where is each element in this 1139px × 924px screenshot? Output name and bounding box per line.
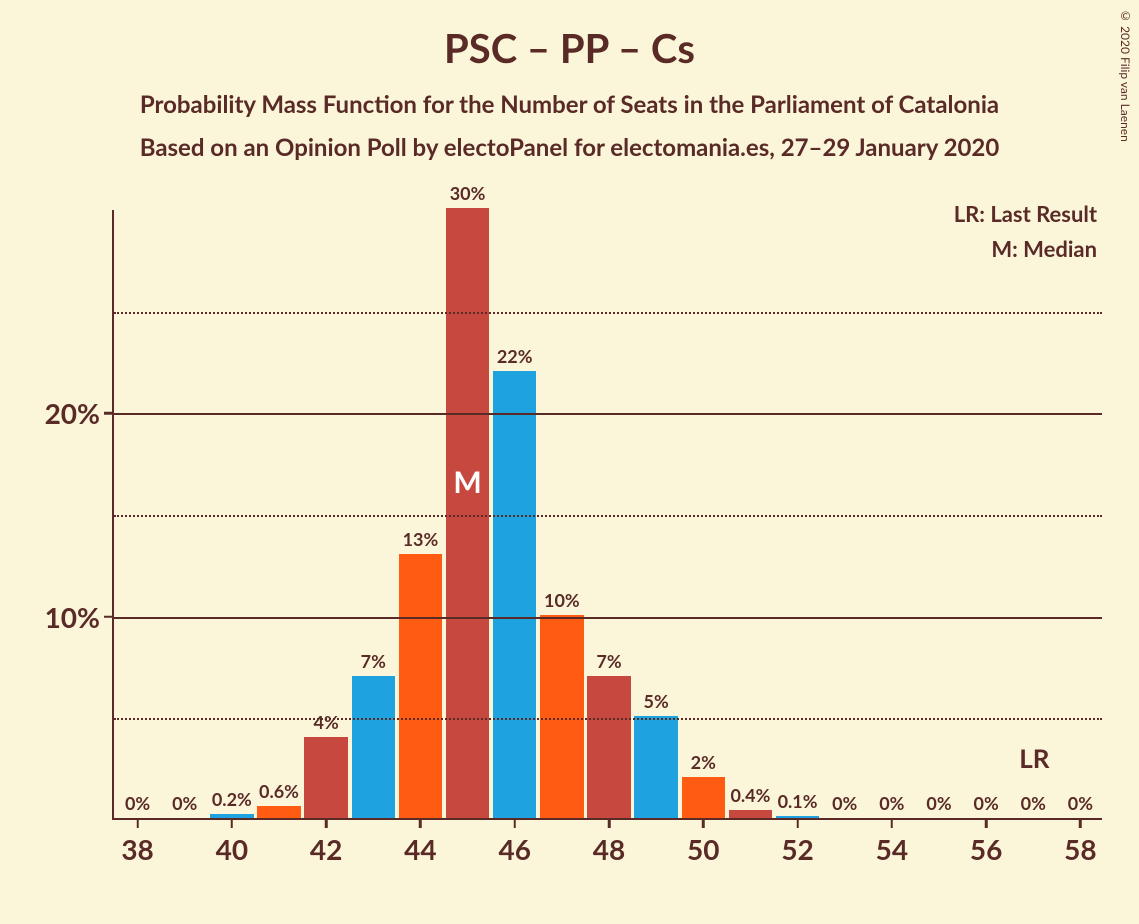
grid-major (114, 413, 1102, 415)
median-marker: M (453, 464, 481, 500)
y-tick-mark (104, 412, 114, 415)
chart-title: PSC – PP – Cs (0, 0, 1139, 72)
bar-value-label: 0.1% (778, 790, 818, 816)
bar-value-label: 0% (974, 792, 999, 818)
bars-container: 0%0%0.2%0.6%4%7%13%30%M22%10%7%5%2%0.4%0… (114, 210, 1102, 818)
x-tick-mark (1079, 818, 1082, 828)
bar-value-label: 0% (879, 792, 904, 818)
lr-marker: LR (1019, 742, 1049, 774)
copyright-text: © 2020 Filip van Laenen (1118, 8, 1133, 142)
x-tick-mark (419, 818, 422, 828)
bar-value-label: 13% (403, 528, 439, 554)
x-tick-label: 50 (687, 832, 719, 866)
bar-value-label: 0% (926, 792, 951, 818)
x-tick-mark (891, 818, 894, 828)
bar: 5% (634, 716, 677, 818)
bar: 22% (493, 371, 536, 818)
grid-major (114, 617, 1102, 619)
bar-value-label: 30% (450, 182, 486, 208)
bar: 7% (587, 676, 630, 818)
x-tick-mark (985, 818, 988, 828)
chart-subtitle-1: Probability Mass Function for the Number… (0, 90, 1139, 119)
x-tick-label: 46 (498, 832, 530, 866)
bar-value-label: 5% (644, 690, 669, 716)
bar-value-label: 0% (1068, 792, 1093, 818)
chart-area: 0%0%0.2%0.6%4%7%13%30%M22%10%7%5%2%0.4%0… (112, 210, 1102, 820)
grid-minor (114, 312, 1102, 314)
bar-value-label: 0% (172, 792, 197, 818)
bar: 2% (682, 777, 725, 818)
x-tick-mark (513, 818, 516, 828)
grid-minor (114, 515, 1102, 517)
bar: 7% (352, 676, 395, 818)
x-tick-mark (796, 818, 799, 828)
x-tick-mark (702, 818, 705, 828)
bar: 4% (304, 737, 347, 818)
chart-subtitle-2: Based on an Opinion Poll by electoPanel … (0, 133, 1139, 162)
bar-value-label: 0% (1021, 792, 1046, 818)
bar-value-label: 0.6% (259, 780, 299, 806)
bar-value-label: 7% (361, 650, 386, 676)
plot-region: 0%0%0.2%0.6%4%7%13%30%M22%10%7%5%2%0.4%0… (112, 210, 1102, 820)
bar-value-label: 0.2% (212, 788, 252, 814)
bar: 0.6% (257, 806, 300, 818)
x-tick-label: 38 (121, 832, 153, 866)
x-tick-label: 48 (593, 832, 625, 866)
bar-value-label: 2% (691, 751, 716, 777)
grid-minor (114, 718, 1102, 720)
x-tick-mark (136, 818, 139, 828)
bar: 0.4% (729, 810, 772, 818)
bar-value-label: 10% (544, 589, 580, 615)
bar: 13% (399, 554, 442, 818)
bar-value-label: 22% (497, 345, 533, 371)
bar-value-label: 7% (596, 650, 621, 676)
bar: 10% (540, 615, 583, 818)
x-tick-label: 42 (310, 832, 342, 866)
bar: 30%M (446, 208, 489, 818)
x-tick-label: 58 (1064, 832, 1096, 866)
x-tick-label: 44 (404, 832, 436, 866)
x-tick-label: 54 (876, 832, 908, 866)
x-tick-mark (231, 818, 234, 828)
bar-value-label: 4% (314, 711, 339, 737)
x-tick-mark (325, 818, 328, 828)
bar-value-label: 0.4% (730, 784, 770, 810)
x-tick-mark (608, 818, 611, 828)
bar-value-label: 0% (125, 792, 150, 818)
y-tick-mark (104, 615, 114, 618)
x-tick-label: 40 (216, 832, 248, 866)
x-tick-label: 52 (781, 832, 813, 866)
x-tick-label: 56 (970, 832, 1002, 866)
bar-value-label: 0% (832, 792, 857, 818)
